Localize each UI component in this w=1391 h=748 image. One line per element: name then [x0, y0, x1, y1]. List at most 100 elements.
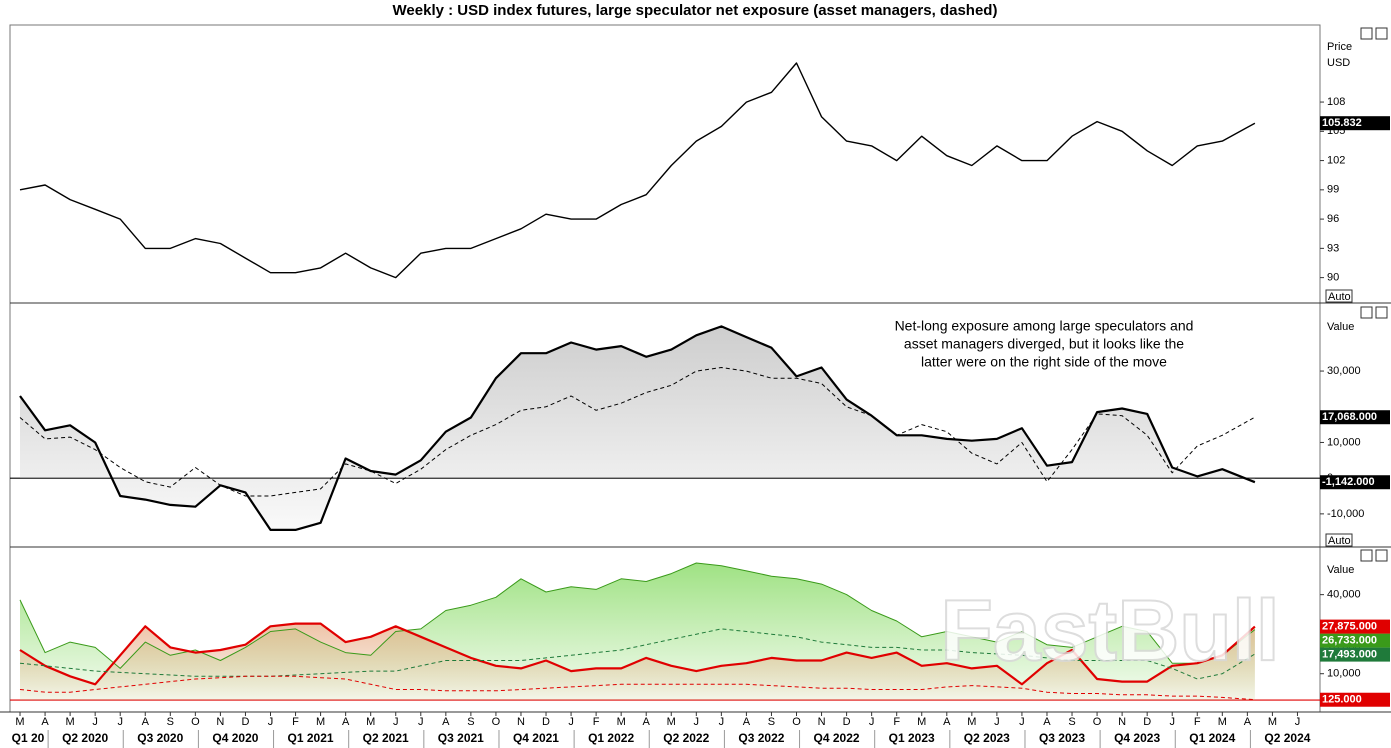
x-tick-label: D — [542, 716, 550, 728]
x-tick-label: F — [593, 716, 600, 728]
last-value-label: -1,142.000 — [1322, 476, 1375, 488]
x-tick-label: M — [617, 716, 626, 728]
x-tick-label: M — [1218, 716, 1227, 728]
x-tick-label: J — [694, 716, 700, 728]
dashed-line — [19, 367, 1256, 497]
dashed-line — [19, 675, 1255, 701]
x-tick-label: M — [917, 716, 926, 728]
axis-label: Value — [1327, 321, 1354, 333]
y-tick-label: 90 — [1327, 272, 1339, 284]
annotation: asset managers diverged, but it looks li… — [904, 336, 1184, 352]
panel — [10, 562, 1320, 701]
y-tick-label: 40,000 — [1327, 589, 1361, 601]
x-tick-label: A — [342, 716, 350, 728]
annotation: Net-long exposure among large speculator… — [895, 318, 1194, 334]
x-tick-label: J — [719, 716, 725, 728]
x-tick-label: N — [517, 716, 525, 728]
x-tick-label: A — [643, 716, 651, 728]
last-value-label: 125.000 — [1322, 694, 1362, 706]
axis-label: Price — [1327, 41, 1352, 53]
scale-mode-box — [1325, 289, 1353, 303]
x-tick-label: J — [1169, 716, 1175, 728]
x-tick-label: M — [316, 716, 325, 728]
x-tick-label: M — [1268, 716, 1277, 728]
x-tick-label: F — [1194, 716, 1201, 728]
last-value-box — [1320, 410, 1390, 425]
x-tick-label: O — [1093, 716, 1102, 728]
y-tick-label: 93 — [1327, 242, 1339, 254]
icon-restore[interactable] — [1360, 549, 1373, 562]
quarter-label: Q2 2021 — [363, 731, 409, 745]
last-value-label: 26,733.000 — [1322, 635, 1377, 647]
last-value-box — [1320, 116, 1390, 131]
x-tick-label: M — [66, 716, 75, 728]
last-value-box — [1320, 619, 1390, 634]
x-tick-label: J — [869, 716, 875, 728]
y-tick-label: 30,000 — [1327, 365, 1361, 377]
scale-mode: Auto — [1328, 535, 1351, 547]
line — [19, 325, 1256, 531]
y-tick-label: 108 — [1327, 96, 1345, 108]
icon-restore[interactable] — [1360, 27, 1373, 40]
quarter-label: Q3 2023 — [1039, 731, 1085, 745]
y-tick-label: 10,000 — [1327, 436, 1361, 448]
last-value-label: 27,875.000 — [1322, 621, 1377, 633]
icon-restore[interactable] — [1360, 306, 1373, 319]
quarter-label: Q1 2022 — [588, 731, 634, 745]
x-tick-label: N — [818, 716, 826, 728]
line — [19, 622, 1256, 686]
line — [19, 562, 1256, 669]
x-tick-label: A — [1043, 716, 1051, 728]
x-tick-label: N — [216, 716, 224, 728]
quarter-label: Q2 2024 — [1264, 731, 1310, 745]
x-tick-label: A — [943, 716, 951, 728]
y-tick-label: 99 — [1327, 184, 1339, 196]
icon-close[interactable] — [1375, 27, 1388, 40]
annotation: latter were on the right side of the mov… — [921, 354, 1167, 370]
icon-close[interactable] — [1375, 549, 1388, 562]
panel — [19, 62, 1256, 279]
y-tick-label: 96 — [1327, 213, 1339, 225]
quarter-label: Q3 2021 — [438, 731, 484, 745]
x-tick-label: A — [41, 716, 49, 728]
scale-mode-box — [1325, 533, 1353, 547]
icon-close[interactable] — [1375, 306, 1388, 319]
last-value-box — [1320, 692, 1390, 707]
quarter-label: Q2 2023 — [964, 731, 1010, 745]
quarter-label: Q1 20 — [12, 731, 45, 745]
quarter-label: Q3 2022 — [738, 731, 784, 745]
x-tick-label: M — [667, 716, 676, 728]
x-tick-label: D — [843, 716, 851, 728]
x-tick-label: O — [792, 716, 801, 728]
x-tick-label: J — [117, 716, 123, 728]
x-tick-label: M — [15, 716, 24, 728]
x-tick-label: A — [1244, 716, 1252, 728]
x-tick-label: A — [743, 716, 751, 728]
y-tick-label: 102 — [1327, 154, 1345, 166]
x-tick-label: S — [1068, 716, 1075, 728]
last-value-box — [1320, 475, 1390, 490]
x-tick-label: D — [241, 716, 249, 728]
x-tick-label: S — [467, 716, 474, 728]
y-tick-label: -10,000 — [1327, 508, 1364, 520]
x-tick-label: J — [92, 716, 98, 728]
last-value-label: 17,068.000 — [1322, 411, 1377, 423]
panel-icons[interactable] — [1360, 27, 1388, 562]
x-tick-label: J — [268, 716, 274, 728]
x-tick-label: J — [393, 716, 399, 728]
quarter-label: Q3 2020 — [137, 731, 183, 745]
x-tick-label: S — [768, 716, 775, 728]
quarter-label: Q2 2022 — [663, 731, 709, 745]
watermark: FastBull — [940, 583, 1279, 679]
quarter-label: Q2 2020 — [62, 731, 108, 745]
scale-mode: Auto — [1328, 291, 1351, 303]
x-tick-label: S — [167, 716, 174, 728]
panel — [10, 325, 1320, 531]
x-tick-label: F — [292, 716, 299, 728]
area — [20, 326, 1255, 530]
x-tick-label: M — [967, 716, 976, 728]
quarter-label: Q4 2022 — [814, 731, 860, 745]
x-tick-label: N — [1118, 716, 1126, 728]
dashed-line — [19, 628, 1256, 680]
